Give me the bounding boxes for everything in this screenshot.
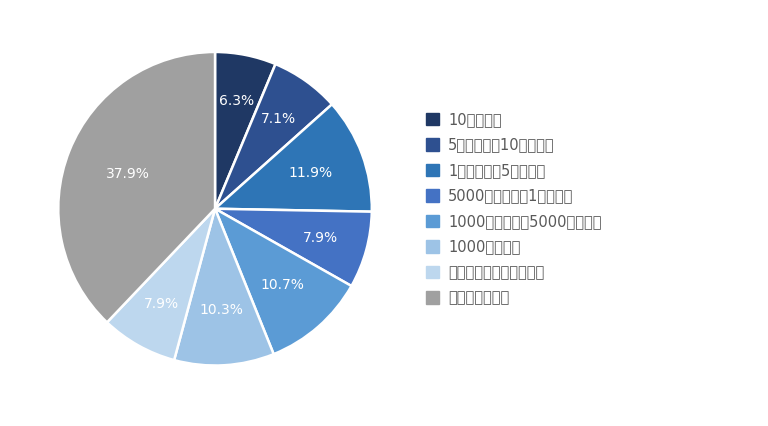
Wedge shape	[215, 52, 276, 209]
Wedge shape	[215, 209, 372, 286]
Text: 7.1%: 7.1%	[261, 112, 296, 127]
Wedge shape	[174, 209, 273, 366]
Wedge shape	[215, 209, 352, 354]
Legend: 10億円以上, 5億円以上〜10億円未満, 1億円以上〜5億円未満, 5000万円以上〜1億円未満, 1000万円以上〜5000万円未満, 1000万円未満, : 10億円以上, 5億円以上〜10億円未満, 1億円以上〜5億円未満, 5000万…	[426, 112, 601, 305]
Text: 7.9%: 7.9%	[303, 231, 339, 245]
Wedge shape	[215, 64, 332, 209]
Text: 7.9%: 7.9%	[144, 297, 179, 311]
Text: 10.7%: 10.7%	[260, 278, 304, 292]
Text: 37.9%: 37.9%	[106, 167, 150, 181]
Text: 6.3%: 6.3%	[219, 94, 254, 108]
Text: 11.9%: 11.9%	[289, 166, 333, 180]
Text: 10.3%: 10.3%	[199, 303, 243, 317]
Wedge shape	[58, 52, 215, 322]
Wedge shape	[215, 104, 372, 212]
Wedge shape	[107, 209, 215, 360]
